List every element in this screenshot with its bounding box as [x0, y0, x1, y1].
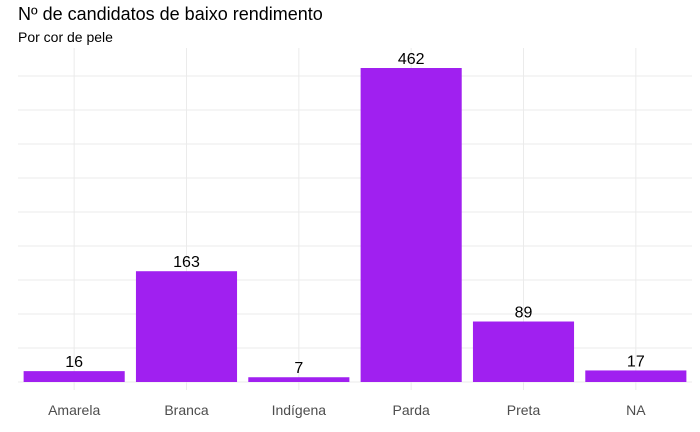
bar-parda: [360, 68, 462, 382]
data-label: 16: [65, 354, 83, 371]
data-label: 163: [173, 254, 200, 271]
chart-subtitle: Por cor de pele: [18, 29, 113, 45]
grid-lines: [18, 48, 692, 390]
chart-title: Nº de candidatos de baixo rendimento: [18, 4, 323, 24]
bar-indígena: [248, 377, 350, 382]
x-tick-label: Indígena: [272, 402, 327, 418]
bar-preta: [472, 321, 575, 382]
x-tick-label: NA: [626, 402, 646, 418]
x-tick-label: Preta: [507, 402, 541, 418]
data-label: 17: [627, 353, 645, 370]
x-tick-label: Amarela: [48, 402, 100, 418]
bar-branca: [135, 271, 238, 382]
bar-na: [585, 370, 687, 382]
data-label: 7: [294, 360, 303, 377]
data-labels: 16 163 7 462 89 17: [65, 51, 645, 377]
x-tick-label: Branca: [164, 402, 209, 418]
bars: [23, 68, 687, 382]
x-tick-label: Parda: [392, 402, 430, 418]
bar-amarela: [23, 371, 125, 382]
data-label: 462: [398, 51, 425, 68]
x-tick-labels: Amarela Branca Indígena Parda Preta NA: [48, 402, 646, 418]
data-label: 89: [515, 305, 533, 322]
